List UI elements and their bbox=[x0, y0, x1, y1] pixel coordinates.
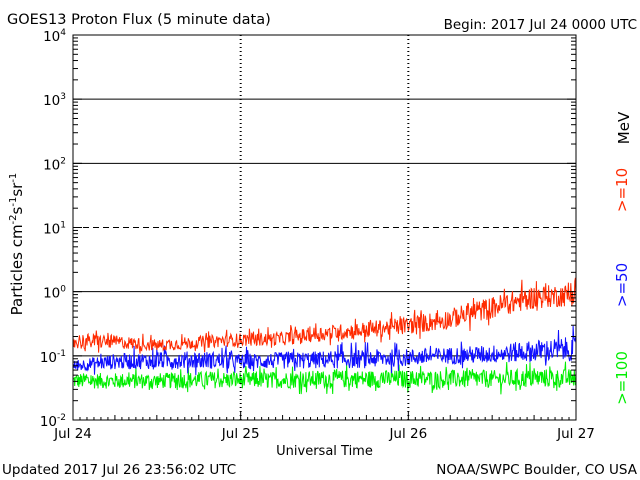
series-layer bbox=[72, 277, 577, 395]
series-line-ge100 bbox=[72, 361, 577, 395]
legend: MeV >=10 >=50 >=100 bbox=[613, 111, 633, 405]
y-tick-label: 101 bbox=[43, 221, 66, 238]
legend-entry-ge100: >=100 bbox=[613, 351, 631, 405]
x-tick-label: Jul 24 bbox=[53, 426, 92, 442]
y-tick-label: 102 bbox=[43, 156, 66, 173]
chart-title: GOES13 Proton Flux (5 minute data) bbox=[7, 12, 271, 28]
updated-timestamp: Updated 2017 Jul 26 23:56:02 UTC bbox=[2, 462, 236, 478]
series-line-ge10 bbox=[72, 277, 577, 354]
y-tick-label: 104 bbox=[43, 28, 66, 45]
x-tick-label: Jul 25 bbox=[221, 426, 260, 442]
y-tick-label: 10-1 bbox=[40, 349, 66, 366]
credit-label: NOAA/SWPC Boulder, CO USA bbox=[436, 462, 638, 478]
y-tick-label: 100 bbox=[43, 285, 66, 302]
y-axis: 10-2 10-1 100 101 102 103 104 bbox=[40, 28, 576, 430]
y-axis-title: Particles cm-2s-1sr-1 bbox=[8, 173, 26, 316]
series-line-ge50 bbox=[72, 325, 577, 376]
legend-entry-ge50: >=50 bbox=[613, 263, 631, 307]
x-tick-label: Jul 27 bbox=[556, 426, 595, 442]
x-tick-label: Jul 26 bbox=[388, 426, 427, 442]
legend-entry-ge10: >=10 bbox=[613, 168, 631, 212]
legend-unit: MeV bbox=[615, 111, 633, 144]
y-tick-label: 10-2 bbox=[40, 413, 66, 430]
day-dividers bbox=[239, 35, 410, 420]
reference-lines bbox=[73, 98, 576, 357]
y-tick-label: 103 bbox=[43, 92, 66, 109]
x-axis: Jul 24 Jul 25 Jul 26 Jul 27 bbox=[53, 412, 595, 442]
x-axis-title: Universal Time bbox=[276, 444, 373, 459]
begin-time: Begin: 2017 Jul 24 0000 UTC bbox=[444, 17, 637, 33]
